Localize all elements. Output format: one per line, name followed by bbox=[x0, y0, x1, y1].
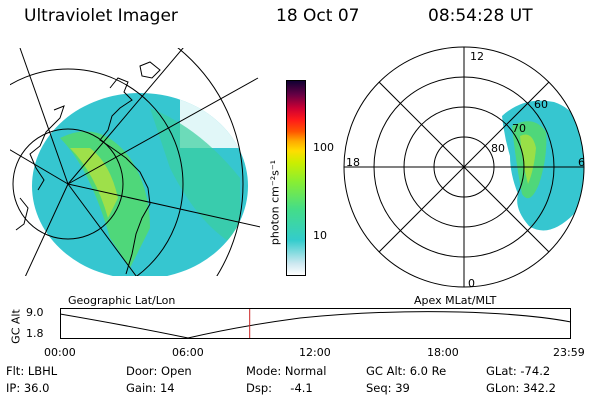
colorbar-tick-10: 10 bbox=[313, 229, 327, 242]
glon-status: GLon: 342.2 bbox=[486, 381, 556, 395]
timeline-ytick-low: 1.8 bbox=[26, 327, 44, 340]
door-status: Door: Open bbox=[126, 364, 192, 378]
lat-label-60: 60 bbox=[534, 98, 548, 111]
timeline-ytick-high: 9.0 bbox=[26, 306, 44, 319]
mlt-label-18: 18 bbox=[346, 156, 360, 169]
timeline-xtick-2359: 23:59 bbox=[553, 346, 585, 359]
gain-status: Gain: 14 bbox=[126, 381, 175, 395]
timeline-xtick-1800: 18:00 bbox=[427, 346, 459, 359]
colorbar bbox=[286, 80, 306, 276]
instrument-title: Ultraviolet Imager bbox=[24, 6, 178, 26]
timeline-xtick-0600: 06:00 bbox=[172, 346, 204, 359]
dsp-status: Dsp: -4.1 bbox=[246, 381, 313, 395]
colorbar-unit-label: photon cm⁻²s⁻¹ bbox=[268, 159, 282, 246]
seq-status: Seq: 39 bbox=[366, 381, 410, 395]
geographic-map-panel bbox=[10, 48, 260, 276]
flt-status: Flt: LBHL bbox=[6, 364, 58, 378]
geo-image bbox=[10, 48, 260, 276]
lat-label-80: 80 bbox=[491, 142, 505, 155]
coastline bbox=[15, 61, 161, 275]
apex-caption: Apex MLat/MLT bbox=[414, 294, 497, 307]
timeline-xtick-1200: 12:00 bbox=[299, 346, 331, 359]
mlt-label-6: 6 bbox=[578, 156, 585, 169]
polar-plot-panel: 12 18 6 0 60 70 80 bbox=[343, 46, 585, 290]
altitude-curve bbox=[60, 311, 572, 339]
date-label: 18 Oct 07 bbox=[276, 6, 360, 26]
glat-status: GLat: -74.2 bbox=[486, 364, 551, 378]
altitude-timeline[interactable] bbox=[60, 308, 572, 340]
mode-status: Mode: Normal bbox=[246, 364, 327, 378]
lat-label-70: 70 bbox=[512, 122, 526, 135]
gcalt-status: GC Alt: 6.0 Re bbox=[366, 364, 447, 378]
timeline-xtick-0000: 00:00 bbox=[44, 346, 76, 359]
mlt-label-12: 12 bbox=[470, 50, 484, 63]
colorbar-tick-100: 100 bbox=[313, 141, 334, 154]
geographic-caption: Geographic Lat/Lon bbox=[68, 294, 176, 307]
mlt-label-0: 0 bbox=[468, 277, 475, 290]
ip-status: IP: 36.0 bbox=[6, 381, 50, 395]
timeline-axis-label: GC Alt bbox=[9, 309, 23, 344]
time-label: 08:54:28 UT bbox=[428, 6, 533, 26]
